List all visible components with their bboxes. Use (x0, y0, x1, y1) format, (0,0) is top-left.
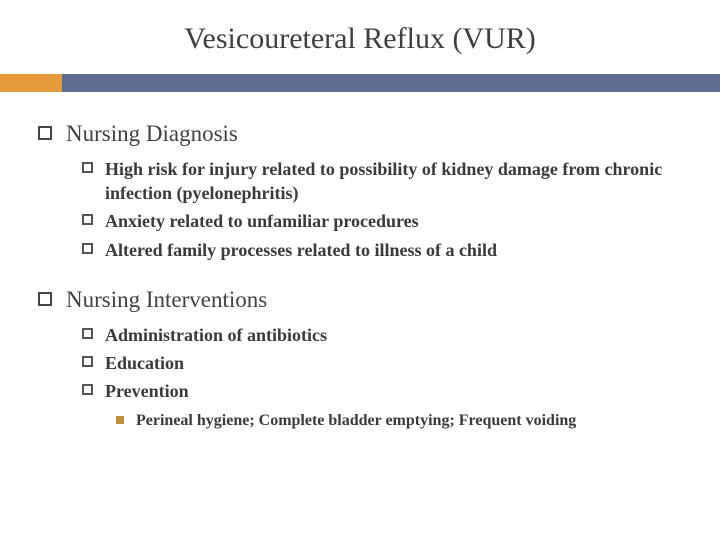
sub-list-item: Perineal hygiene; Complete bladder empty… (116, 410, 682, 432)
hollow-square-icon (82, 356, 93, 367)
slide-content: Nursing Diagnosis High risk for injury r… (0, 92, 720, 431)
section-heading-text: Nursing Diagnosis (66, 120, 238, 149)
hollow-square-icon (82, 162, 93, 173)
hollow-square-icon (38, 126, 52, 140)
sub-list-item-text: Perineal hygiene; Complete bladder empty… (136, 410, 576, 432)
list-item-text: Prevention (105, 379, 189, 403)
list-item-text: Education (105, 351, 184, 375)
hollow-square-icon (82, 328, 93, 339)
accent-bar (0, 74, 720, 92)
list-item-text: Altered family processes related to illn… (105, 238, 497, 262)
slide: Vesicoureteral Reflux (VUR) Nursing Diag… (0, 0, 720, 540)
list-item-text: Administration of antibiotics (105, 323, 327, 347)
list-item: High risk for injury related to possibil… (82, 157, 682, 206)
section-heading: Nursing Diagnosis (38, 120, 682, 149)
hollow-square-icon (82, 384, 93, 395)
hollow-square-icon (82, 214, 93, 225)
section-items: High risk for injury related to possibil… (38, 157, 682, 262)
list-item: Anxiety related to unfamiliar procedures (82, 209, 682, 233)
section-heading-text: Nursing Interventions (66, 286, 267, 315)
list-item: Education (82, 351, 682, 375)
list-item-text: High risk for injury related to possibil… (105, 157, 682, 206)
slide-title: Vesicoureteral Reflux (VUR) (0, 0, 720, 74)
section-heading: Nursing Interventions (38, 286, 682, 315)
list-item: Altered family processes related to illn… (82, 238, 682, 262)
list-item-text: Anxiety related to unfamiliar procedures (105, 209, 419, 233)
list-item: Administration of antibiotics (82, 323, 682, 347)
sub-items: Perineal hygiene; Complete bladder empty… (82, 410, 682, 432)
hollow-square-icon (82, 243, 93, 254)
section-items: Administration of antibiotics Education … (38, 323, 682, 431)
filled-square-icon (116, 416, 124, 424)
accent-bar-left (0, 74, 62, 92)
accent-bar-right (62, 74, 720, 92)
list-item: Prevention (82, 379, 682, 403)
hollow-square-icon (38, 292, 52, 306)
